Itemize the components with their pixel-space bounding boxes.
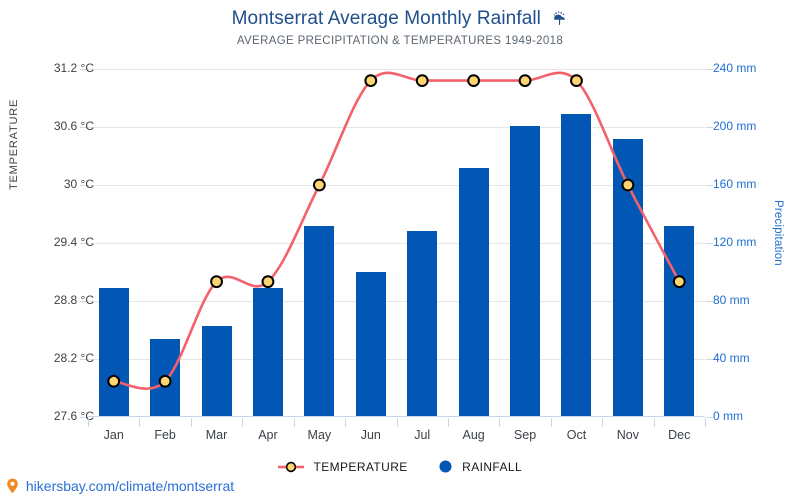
axis-tick-mark xyxy=(80,417,87,418)
page-title-text: Montserrat Average Monthly Rainfall xyxy=(231,8,542,29)
x-axis-label-nov: Nov xyxy=(616,428,639,442)
legend-label-rainfall: RAINFALL xyxy=(462,460,523,474)
chart-legend: TEMPERATURE RAINFALL xyxy=(0,460,800,476)
bar-dec[interactable] xyxy=(664,225,695,417)
x-axis-label-oct: Oct xyxy=(566,428,587,442)
gridline xyxy=(88,69,705,70)
x-axis-line xyxy=(88,416,705,417)
x-axis-separator xyxy=(396,418,398,427)
bar-series xyxy=(88,69,705,417)
axis-tick-mark xyxy=(80,185,87,186)
rain-cloud-icon xyxy=(551,10,568,33)
axis-tick-mark xyxy=(706,359,713,360)
right-axis-tick-label: 160 mm xyxy=(713,177,757,191)
legend-label-temperature: TEMPERATURE xyxy=(313,460,408,474)
right-axis-title: Precipitation xyxy=(772,200,784,266)
axis-tick-mark xyxy=(706,127,713,128)
bar-nov[interactable] xyxy=(612,138,643,417)
x-axis-separator xyxy=(293,418,295,427)
x-axis-label-dec: Dec xyxy=(668,428,691,442)
page-subtitle: AVERAGE PRECIPITATION & TEMPERATURES 194… xyxy=(236,35,564,47)
left-axis-tick-label: 30.6 °C xyxy=(53,119,94,133)
right-axis-tick-label: 120 mm xyxy=(713,235,757,249)
x-axis-label-may: May xyxy=(307,428,332,442)
x-axis-separator xyxy=(242,418,244,427)
source-link[interactable]: hikersbay.com/climate/montserrat xyxy=(6,478,234,497)
left-axis-tick-label: 31.2 °C xyxy=(53,61,94,75)
line-marker-icon xyxy=(277,461,304,476)
axis-tick-mark xyxy=(706,243,713,244)
x-axis-separator xyxy=(653,418,655,427)
x-axis-label-jun: Jun xyxy=(360,428,381,442)
legend-item-rainfall[interactable]: RAINFALL xyxy=(439,460,522,476)
x-axis-label-feb: Feb xyxy=(154,428,176,442)
x-axis-separator xyxy=(499,418,501,427)
bar-jun[interactable] xyxy=(355,272,386,417)
bar-mar[interactable] xyxy=(201,325,232,417)
axis-tick-mark xyxy=(706,69,713,70)
left-axis-tick-label: 28.2 °C xyxy=(53,351,94,365)
x-axis-separator xyxy=(447,418,449,427)
x-axis-separator xyxy=(139,418,141,427)
axis-tick-mark xyxy=(80,243,87,244)
bar-feb[interactable] xyxy=(150,338,181,417)
x-axis-separator xyxy=(190,418,192,427)
axis-tick-mark xyxy=(80,69,87,70)
x-axis-label-mar: Mar xyxy=(205,428,228,442)
bar-jan[interactable] xyxy=(98,287,129,417)
right-axis-tick-label: 200 mm xyxy=(713,119,757,133)
bar-oct[interactable] xyxy=(561,113,592,417)
x-axis-separator xyxy=(88,418,89,427)
x-axis-label-aug: Aug xyxy=(462,428,485,442)
left-axis-tick-label: 27.6 °C xyxy=(53,409,94,423)
left-axis-tick-label: 30 °C xyxy=(63,177,94,191)
plot-area xyxy=(80,69,713,418)
right-axis-tick-label: 40 mm xyxy=(713,351,750,365)
axis-tick-mark xyxy=(80,359,87,360)
x-axis-label-apr: Apr xyxy=(258,428,278,442)
right-axis-tick-label: 240 mm xyxy=(713,61,757,75)
axis-tick-mark xyxy=(706,185,713,186)
right-axis-tick-label: 80 mm xyxy=(713,293,750,307)
x-axis-separator xyxy=(602,418,604,427)
circle-icon xyxy=(439,460,452,476)
axis-tick-mark xyxy=(80,127,87,128)
source-link-text: hikersbay.com/climate/montserrat xyxy=(25,478,235,494)
right-axis-tick-label: 0 mm xyxy=(713,409,743,423)
x-axis-label-jan: Jan xyxy=(103,428,124,442)
page-title: Montserrat Average Monthly Rainfall xyxy=(0,8,800,33)
axis-tick-mark xyxy=(706,417,713,418)
axis-tick-mark xyxy=(706,301,713,302)
bar-aug[interactable] xyxy=(458,167,489,417)
bar-sep[interactable] xyxy=(510,125,541,417)
x-axis-label-sep: Sep xyxy=(513,428,537,442)
axis-tick-mark xyxy=(80,301,87,302)
x-axis-label-jul: Jul xyxy=(414,428,431,442)
left-axis-tick-label: 29.4 °C xyxy=(53,235,94,249)
x-axis: Jan Feb Mar Apr May Jun Jul Aug Sep Oct Nov Dec xyxy=(88,418,706,448)
bar-may[interactable] xyxy=(304,225,335,417)
x-axis-separator xyxy=(550,418,552,427)
x-axis-separator xyxy=(345,418,347,427)
left-axis-tick-label: 28.8 °C xyxy=(53,293,94,307)
map-pin-icon xyxy=(6,478,19,497)
bar-apr[interactable] xyxy=(252,287,283,417)
legend-item-temperature[interactable]: TEMPERATURE xyxy=(277,460,408,476)
x-axis-separator xyxy=(705,418,706,427)
bar-jul[interactable] xyxy=(407,231,438,417)
